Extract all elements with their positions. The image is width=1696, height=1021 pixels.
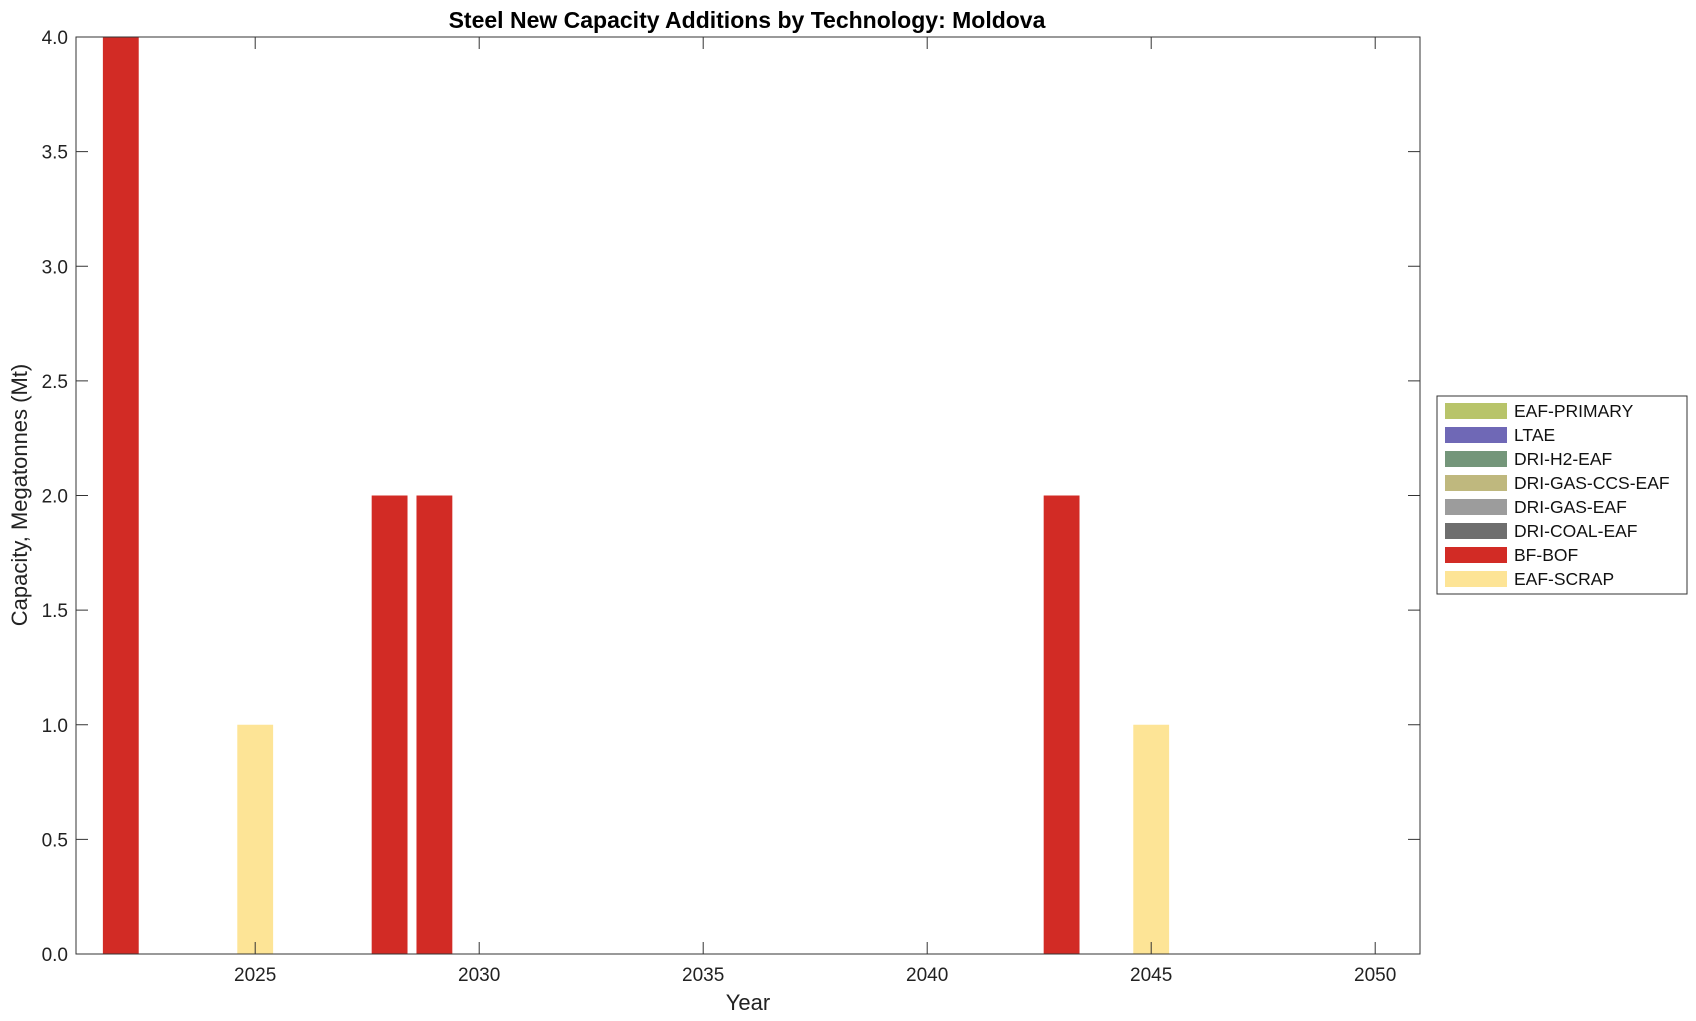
x-tick-label: 2040 bbox=[906, 965, 948, 986]
plot-frame bbox=[75, 36, 1421, 955]
y-tick-label: 4.0 bbox=[42, 28, 68, 49]
legend-label: LTAE bbox=[1514, 425, 1555, 445]
legend-label: BF-BOF bbox=[1514, 545, 1578, 565]
legend-label: DRI-COAL-EAF bbox=[1514, 521, 1637, 541]
y-tick-label: 1.5 bbox=[42, 601, 68, 622]
y-tick-label: 3.5 bbox=[42, 143, 68, 164]
x-tick-label: 2025 bbox=[234, 965, 276, 986]
y-tick-label: 2.5 bbox=[42, 372, 68, 393]
x-tick-label: 2035 bbox=[682, 965, 724, 986]
y-tick-label: 1.0 bbox=[42, 716, 68, 737]
y-tick-label: 2.0 bbox=[42, 487, 68, 508]
legend-swatch bbox=[1445, 547, 1507, 563]
legend-label: DRI-GAS-EAF bbox=[1514, 497, 1627, 517]
legend-swatch bbox=[1445, 451, 1507, 467]
legend-label: EAF-PRIMARY bbox=[1514, 401, 1634, 421]
y-tick-label: 3.0 bbox=[42, 257, 68, 278]
y-tick-label: 0.0 bbox=[42, 945, 68, 966]
y-tick-label: 0.5 bbox=[42, 830, 68, 851]
legend-swatch bbox=[1445, 523, 1507, 539]
legend-swatch bbox=[1445, 475, 1507, 491]
legend-label: DRI-GAS-CCS-EAF bbox=[1514, 473, 1670, 493]
legend-swatch bbox=[1445, 499, 1507, 515]
axis-ticks: 2025 2030 2035 2040 2045 2050 0.0 0.5 1.0 1.5 2.0 2… bbox=[42, 28, 1420, 986]
bar-bf-bof-2029 bbox=[416, 495, 453, 954]
y-axis-label: Capacity, Megatonnes (Mt) bbox=[7, 364, 32, 626]
legend: EAF-PRIMARY LTAE DRI-H2-EAF DRI-GAS-CCS-EAF… bbox=[1436, 395, 1688, 595]
bars-group bbox=[102, 37, 1170, 954]
legend-label: EAF-SCRAP bbox=[1514, 569, 1614, 589]
bar-eaf-scrap-2045 bbox=[1133, 724, 1170, 954]
bar-eaf-scrap-2025 bbox=[237, 724, 274, 954]
legend-label: DRI-H2-EAF bbox=[1514, 449, 1612, 469]
bar-bf-bof-2043 bbox=[1043, 495, 1080, 954]
x-tick-label: 2030 bbox=[458, 965, 500, 986]
legend-swatch bbox=[1445, 403, 1507, 419]
chart-title: Steel New Capacity Additions by Technolo… bbox=[449, 7, 1046, 33]
legend-swatch bbox=[1445, 571, 1507, 587]
x-axis-label: Year bbox=[726, 990, 770, 1015]
bar-bf-bof-2028 bbox=[371, 495, 408, 954]
bar-bf-bof-2022 bbox=[102, 37, 139, 954]
legend-swatch bbox=[1445, 427, 1507, 443]
x-tick-label: 2045 bbox=[1130, 965, 1172, 986]
x-tick-label: 2050 bbox=[1354, 965, 1396, 986]
